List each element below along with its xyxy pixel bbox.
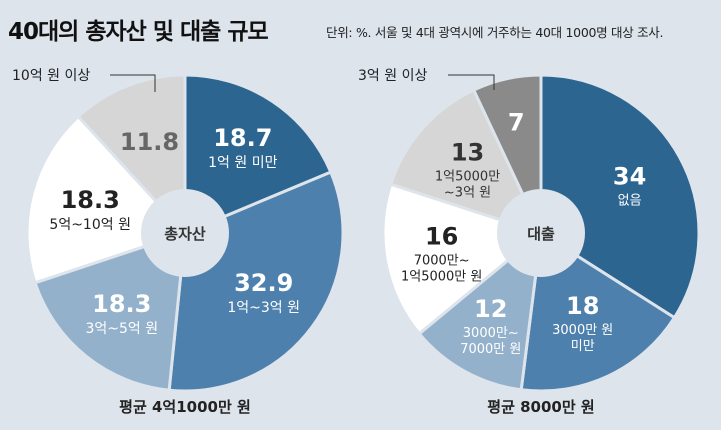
slice-category-label: 7000만~ xyxy=(414,253,470,268)
slice-value-label: 34 xyxy=(613,163,646,191)
slice-value-label: 18.3 xyxy=(61,186,120,214)
slice-category-label: 1억5000만 xyxy=(435,170,500,185)
slice-category-label: 1억~3억 원 xyxy=(227,300,300,316)
pie-slice xyxy=(183,73,333,236)
slice-category-label: 5억~10억 원 xyxy=(49,217,131,233)
slice-category-label: 3000만 원 xyxy=(552,323,613,338)
callout-label: 3억 원 이상 xyxy=(358,68,427,84)
slice-value-label: 11.8 xyxy=(120,128,179,156)
slice-category-label: ~3억 원 xyxy=(444,186,491,201)
slice-value-label: 7 xyxy=(508,108,525,136)
slice-category-label: 없음 xyxy=(618,194,642,209)
pie-footer: 평균 4억1000만 원 xyxy=(119,398,251,416)
slice-value-label: 32.9 xyxy=(234,269,293,297)
callout-line xyxy=(110,74,156,92)
callout-line xyxy=(448,74,495,90)
slice-value-label: 13 xyxy=(451,139,484,167)
pie-0: 총자산 18.7 1억 원 미만 32.9 1억~3억 원 18.3 3억~5억 원 18.3… xyxy=(12,68,345,416)
pie-center-label: 총자산 xyxy=(164,225,206,243)
pie-center xyxy=(141,189,229,277)
pie-center-label: 대출 xyxy=(527,225,555,243)
pie-slice xyxy=(388,88,544,236)
chart-title: 40대의 총자산 및 대출 규모 xyxy=(8,19,269,45)
slice-category-label: 미만 xyxy=(571,339,595,354)
slice-category-label: 1억5000만 원 xyxy=(401,269,482,284)
pie-slice xyxy=(76,73,187,237)
chart-header: 40대의 총자산 및 대출 규모 단위: %. 서울 및 4대 광역시에 거주하… xyxy=(8,4,720,45)
slice-value-label: 18 xyxy=(566,292,599,320)
slice-category-label: 3000만~ xyxy=(463,326,519,341)
chart-subtitle: 단위: %. 서울 및 4대 광역시에 거주하는 40대 1000명 대상 조사… xyxy=(326,25,664,40)
pie-1: 대출 34 없음 18 3000만 원미만 12 3000만~7000만 원 16 7000만~… xyxy=(358,68,701,416)
slice-category-label: 1억 원 미만 xyxy=(208,155,277,171)
slice-category-label: 7000만 원 xyxy=(460,342,521,357)
pie-slice xyxy=(33,230,187,392)
slice-value-label: 18.7 xyxy=(213,124,272,152)
slice-value-label: 12 xyxy=(474,295,507,323)
callout-label: 10억 원 이상 xyxy=(12,68,90,84)
pie-footer: 평균 8000만 원 xyxy=(487,398,594,416)
pie-slice xyxy=(417,229,543,392)
slice-value-label: 16 xyxy=(425,222,458,250)
slice-category-label: 3억~5억 원 xyxy=(85,321,158,337)
pie-center xyxy=(497,189,585,277)
slice-value-label: 18.3 xyxy=(92,290,151,318)
